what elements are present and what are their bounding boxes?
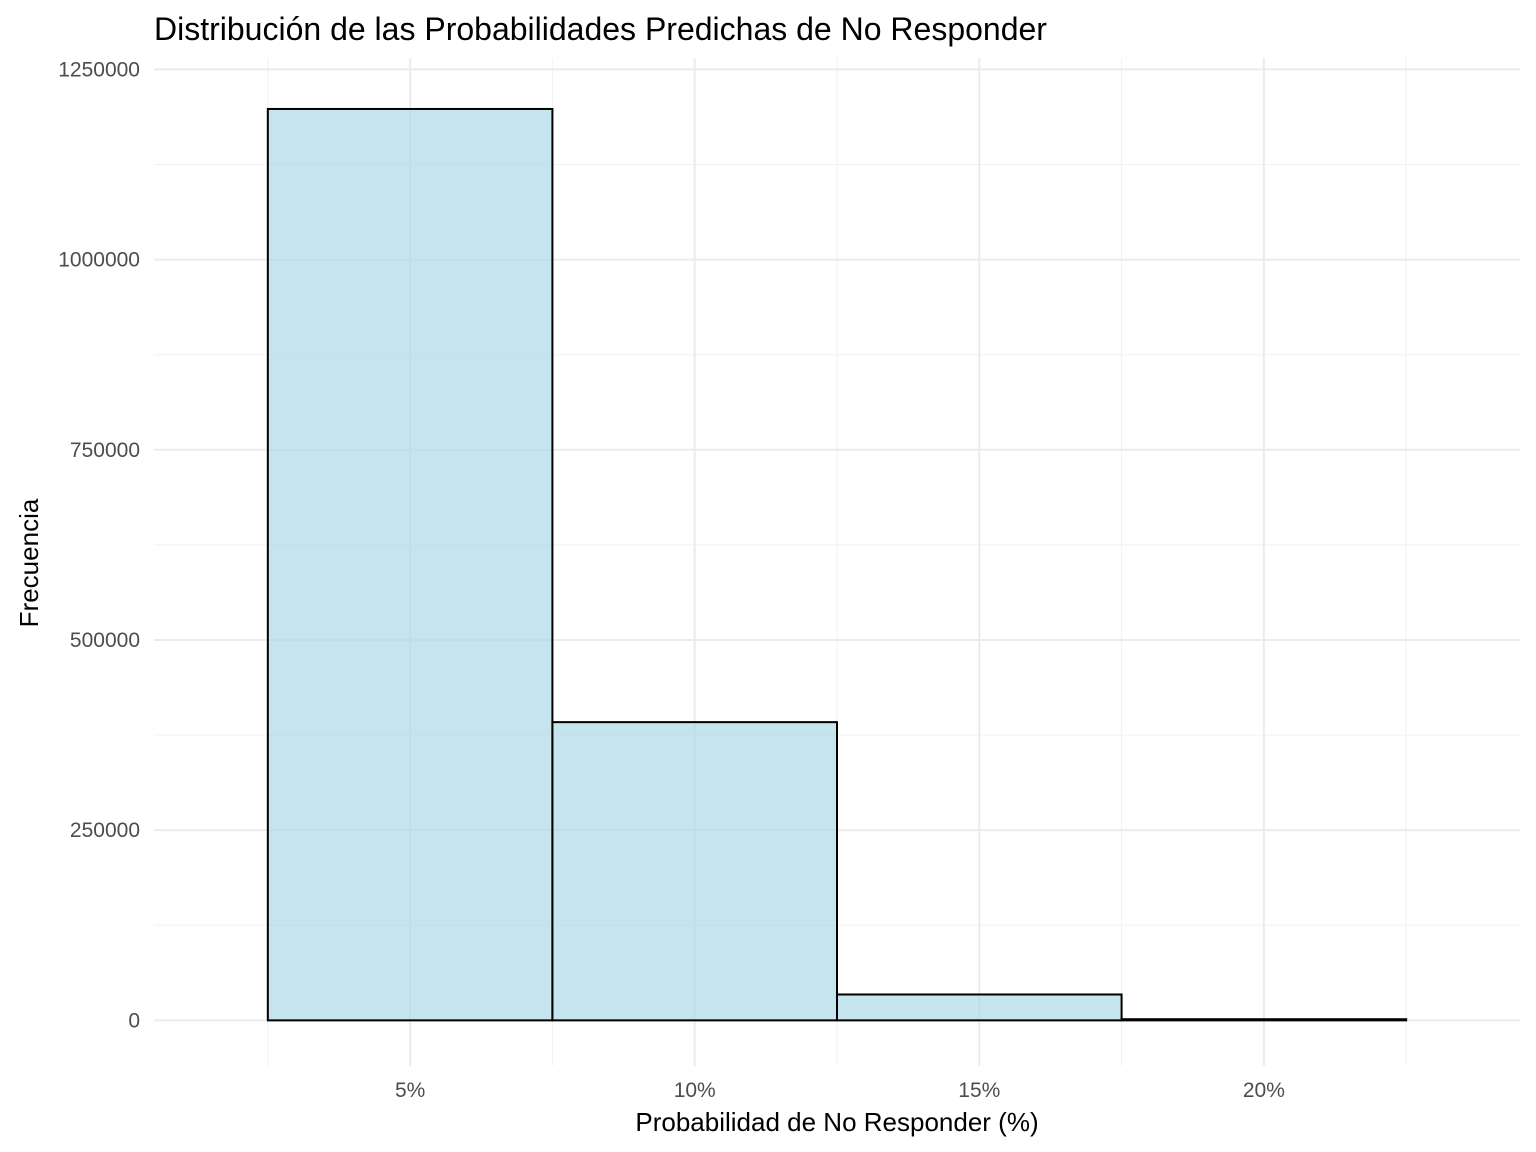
histogram-bar-4 [1120, 1018, 1408, 1022]
x-axis-title: Probabilidad de No Responder (%) [635, 1107, 1038, 1137]
histogram-bar-2 [551, 721, 839, 1022]
x-tick-label: 20% [1243, 1079, 1285, 1102]
y-tick-label: 1000000 [58, 249, 140, 272]
y-tick-label: 0 [128, 1009, 140, 1032]
histogram-bars [266, 107, 1408, 1022]
x-axis-tick-labels: 5% 10% 15% 20% [395, 1079, 1285, 1102]
x-tick-label: 10% [674, 1079, 716, 1102]
y-tick-label: 750000 [70, 439, 140, 462]
x-tick-label: 5% [395, 1079, 425, 1102]
y-axis-tick-labels: 0 250000 500000 750000 1000000 1250000 [58, 58, 140, 1032]
y-tick-label: 500000 [70, 629, 140, 652]
x-tick-label: 15% [958, 1079, 1000, 1102]
histogram-bar-1 [266, 107, 554, 1022]
histogram-bar-3 [836, 993, 1123, 1022]
chart-title: Distribución de las Probabilidades Predi… [154, 11, 1047, 47]
y-tick-label: 1250000 [58, 58, 140, 81]
y-tick-label: 250000 [70, 819, 140, 842]
y-axis-title: Frecuencia [14, 498, 44, 627]
